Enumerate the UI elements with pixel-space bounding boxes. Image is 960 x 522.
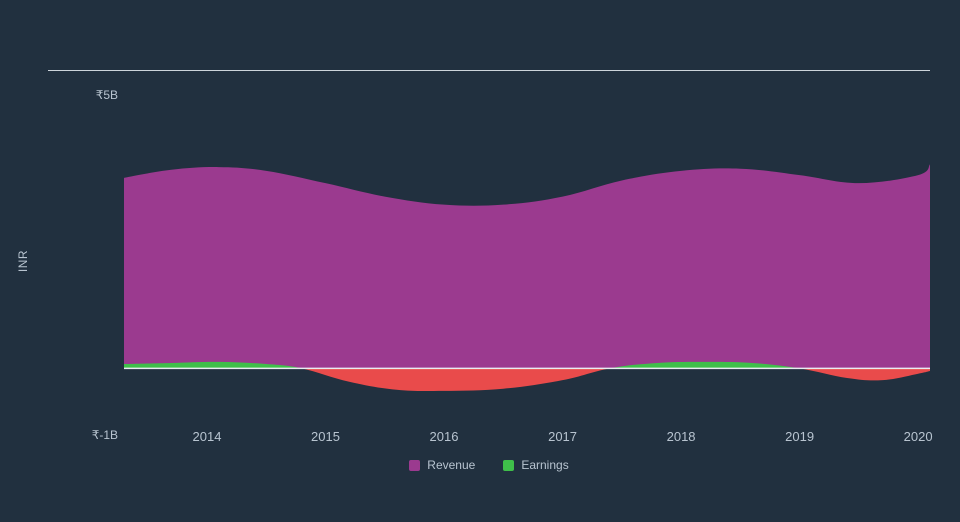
legend-swatch-earnings <box>503 460 514 471</box>
x-tick-2017: 2017 <box>548 429 577 444</box>
y-tick-min: ₹-1B <box>58 428 118 442</box>
section-divider <box>48 70 930 71</box>
legend: Revenue Earnings <box>48 458 930 472</box>
x-tick-2016: 2016 <box>430 429 459 444</box>
x-tick-2020: 2020 <box>904 429 933 444</box>
revenue-area <box>124 164 930 368</box>
chart-container: ₹5B ₹-1B 2014 2015 2016 2017 2018 2019 2020 Re… <box>48 90 930 472</box>
legend-label-revenue: Revenue <box>427 458 475 472</box>
legend-item-revenue: Revenue <box>409 458 475 472</box>
plot-area <box>124 100 930 422</box>
y-tick-max: ₹5B <box>58 88 118 102</box>
x-tick-2019: 2019 <box>785 429 814 444</box>
legend-swatch-revenue <box>409 460 420 471</box>
y-axis-label: INR <box>16 250 30 272</box>
chart-svg <box>124 100 930 422</box>
x-tick-2018: 2018 <box>667 429 696 444</box>
x-tick-2015: 2015 <box>311 429 340 444</box>
legend-label-earnings: Earnings <box>521 458 568 472</box>
x-tick-2014: 2014 <box>193 429 222 444</box>
legend-item-earnings: Earnings <box>503 458 568 472</box>
